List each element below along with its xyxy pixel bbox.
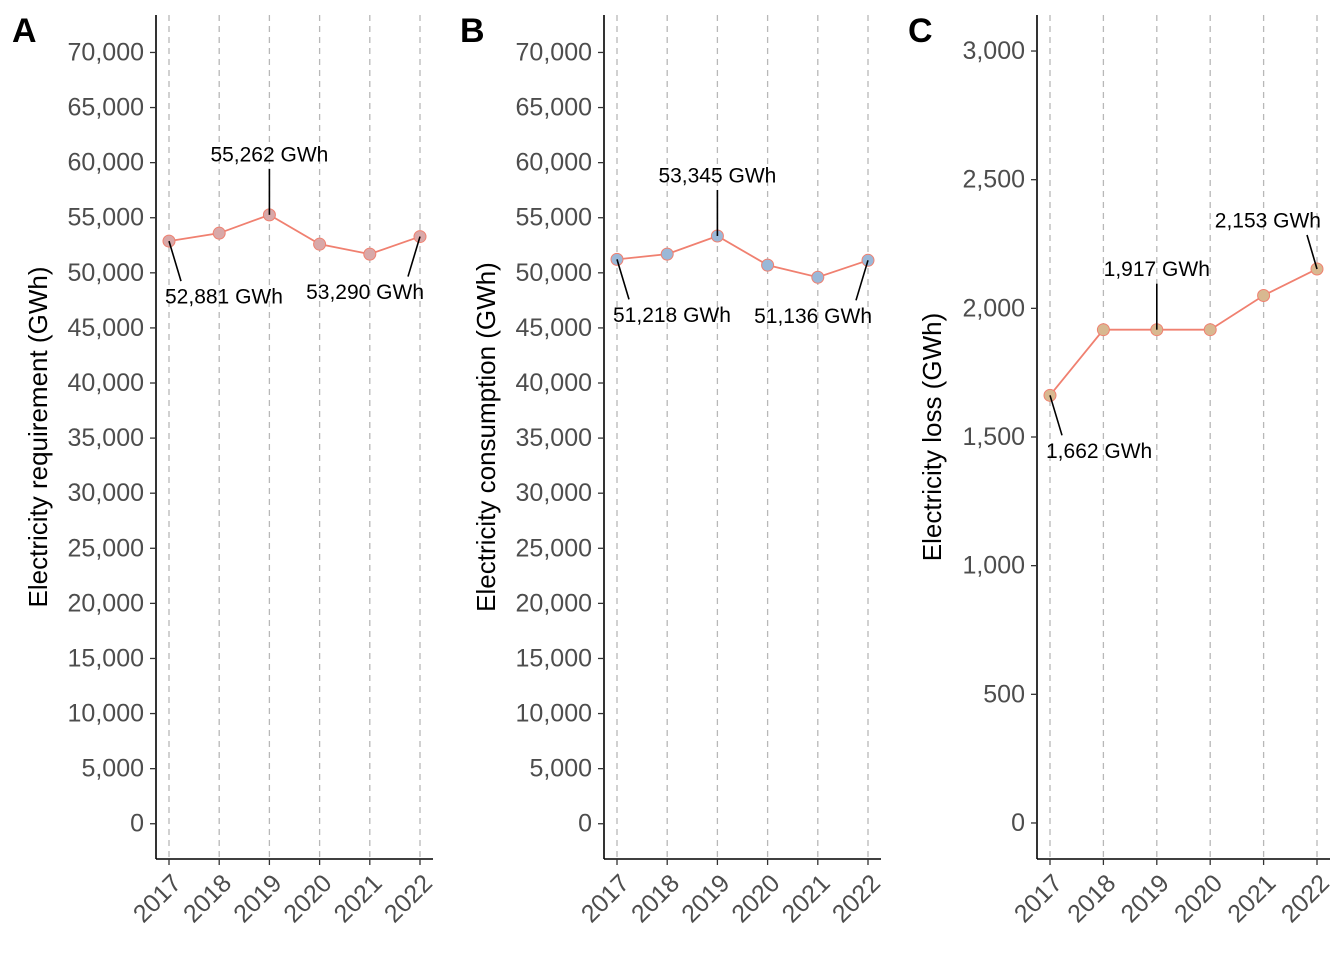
y-tick-label: 20,000 xyxy=(68,589,144,617)
y-axis-title: Electricity loss (GWh) xyxy=(917,313,947,561)
x-tick-label: 2017 xyxy=(576,869,635,928)
y-tick-label: 60,000 xyxy=(516,149,592,177)
x-tick-label: 2018 xyxy=(626,869,685,928)
panel-letter: B xyxy=(460,12,485,50)
y-tick-label: 20,000 xyxy=(516,589,592,617)
data-label-2019: 1,917 GWh xyxy=(1104,258,1210,281)
data-point-2020 xyxy=(1203,323,1217,337)
y-tick-label: 65,000 xyxy=(68,94,144,122)
y-tick-label: 0 xyxy=(1011,809,1025,837)
annotation-leader xyxy=(168,240,182,282)
y-tick-label: 35,000 xyxy=(68,424,144,452)
y-tick-label: 0 xyxy=(130,810,144,838)
data-label-2022: 2,153 GWh xyxy=(1215,209,1321,232)
y-tick-label: 1,000 xyxy=(962,552,1025,580)
y-tick-label: 5,000 xyxy=(81,755,144,783)
y-tick-label: 65,000 xyxy=(516,94,592,122)
y-tick-label: 2,000 xyxy=(962,294,1025,322)
series-line xyxy=(168,213,421,256)
x-tick-label: 2021 xyxy=(777,869,836,928)
x-tick-label: 2022 xyxy=(1276,869,1335,928)
data-label-2022: 51,136 GWh xyxy=(754,305,872,328)
y-tick-label: 30,000 xyxy=(68,479,144,507)
x-tick-label: 2021 xyxy=(1222,869,1281,928)
series-line xyxy=(1049,268,1318,396)
y-tick-label: 25,000 xyxy=(68,534,144,562)
panel-letter: A xyxy=(12,12,37,50)
data-point-2020 xyxy=(761,258,775,272)
annotation-leader xyxy=(855,260,869,301)
x-tick-label: 2017 xyxy=(1009,869,1068,928)
annotation-leader xyxy=(616,259,630,300)
data-label-2019: 55,262 GWh xyxy=(210,143,328,166)
data-label-2017: 52,881 GWh xyxy=(165,286,283,309)
data-point-2018 xyxy=(660,247,674,261)
y-tick-label: 50,000 xyxy=(68,259,144,287)
x-tick-label: 2020 xyxy=(278,869,337,928)
y-tick-label: 45,000 xyxy=(68,314,144,342)
x-tick-label: 2019 xyxy=(1116,869,1175,928)
data-point-2020 xyxy=(313,237,327,251)
series-line xyxy=(616,234,869,279)
x-tick-label: 2020 xyxy=(726,869,785,928)
y-tick-label: 10,000 xyxy=(516,700,592,728)
y-axis-title: Electricity consumption (GWh) xyxy=(471,262,501,612)
y-tick-label: 30,000 xyxy=(516,479,592,507)
x-tick-label: 2022 xyxy=(827,869,886,928)
y-tick-label: 40,000 xyxy=(68,369,144,397)
y-tick-label: 10,000 xyxy=(68,700,144,728)
y-tick-label: 45,000 xyxy=(516,314,592,342)
x-tick-label: 2022 xyxy=(379,869,438,928)
x-tick-label: 2017 xyxy=(128,869,187,928)
y-tick-label: 500 xyxy=(983,680,1025,708)
data-label-2022: 53,290 GWh xyxy=(306,281,424,304)
annotation-leader xyxy=(1049,395,1063,436)
annotation-leader xyxy=(1306,234,1318,270)
x-tick-label: 2019 xyxy=(676,869,735,928)
y-tick-label: 70,000 xyxy=(68,38,144,66)
data-point-2021 xyxy=(1257,288,1271,302)
data-label-2019: 53,345 GWh xyxy=(658,164,776,187)
y-tick-label: 60,000 xyxy=(68,149,144,177)
chart-panel-b: 0 5,000 10,000 15,000 20,000 25,000 30,000 35,0… xyxy=(460,12,886,928)
x-tick-label: 2019 xyxy=(228,869,287,928)
y-tick-label: 40,000 xyxy=(516,369,592,397)
data-point-2018 xyxy=(1096,323,1110,337)
annotation-leader xyxy=(407,236,421,277)
panel-letter: C xyxy=(908,12,933,50)
y-tick-label: 70,000 xyxy=(516,38,592,66)
y-tick-label: 3,000 xyxy=(962,37,1025,65)
y-tick-label: 2,500 xyxy=(962,166,1025,194)
y-tick-label: 0 xyxy=(578,810,592,838)
data-point-2018 xyxy=(212,226,226,240)
y-tick-label: 55,000 xyxy=(68,204,144,232)
x-tick-label: 2018 xyxy=(1062,869,1121,928)
y-tick-label: 25,000 xyxy=(516,534,592,562)
data-label-2017: 1,662 GWh xyxy=(1046,440,1152,463)
x-tick-label: 2021 xyxy=(329,869,388,928)
x-tick-label: 2018 xyxy=(178,869,237,928)
data-label-2017: 51,218 GWh xyxy=(613,304,731,327)
data-point-2021 xyxy=(811,270,825,284)
y-tick-label: 1,500 xyxy=(962,423,1025,451)
chart-panel-c: 0 500 1,000 1,500 2,000 2,500 3,000 20172018201… xyxy=(908,12,1335,928)
data-point-2021 xyxy=(363,247,377,261)
y-tick-label: 15,000 xyxy=(516,644,592,672)
y-tick-label: 35,000 xyxy=(516,424,592,452)
y-tick-label: 5,000 xyxy=(529,755,592,783)
chart-panel-a: 0 5,000 10,000 15,000 20,000 25,000 30,000 35,0… xyxy=(12,12,438,928)
y-tick-label: 55,000 xyxy=(516,204,592,232)
y-tick-label: 15,000 xyxy=(68,644,144,672)
x-tick-label: 2020 xyxy=(1169,869,1228,928)
y-tick-label: 50,000 xyxy=(516,259,592,287)
y-axis-title: Electricity requirement (GWh) xyxy=(23,267,53,608)
